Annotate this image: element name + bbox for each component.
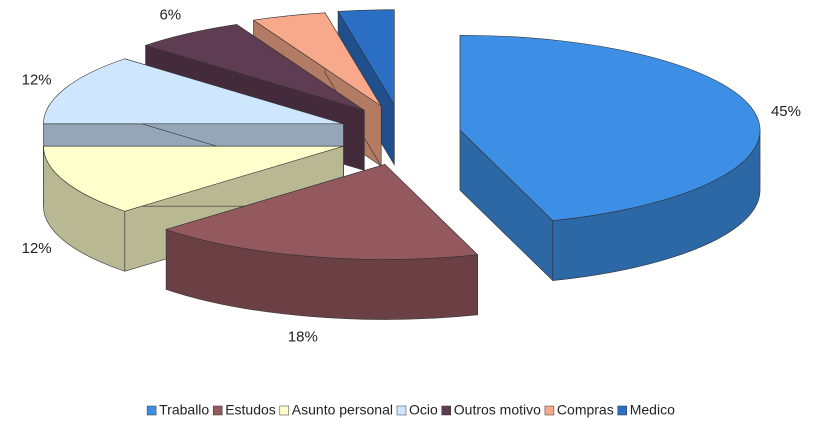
slice-top <box>459 34 761 221</box>
slice-top <box>144 24 365 111</box>
legend-label: Outros motivo <box>454 402 541 418</box>
legend-label: Compras <box>557 402 614 418</box>
legend-label: Estudos <box>225 402 276 418</box>
legend-label: Traballo <box>159 402 209 418</box>
data-label: 18% <box>288 329 318 346</box>
slice-top <box>43 145 344 212</box>
slice-top <box>252 12 382 107</box>
data-label: 4% <box>268 0 290 3</box>
slice-top <box>43 58 344 125</box>
data-label: 45% <box>771 103 801 120</box>
legend-swatch <box>396 405 407 416</box>
legend-swatch <box>441 405 452 416</box>
legend-swatch <box>279 405 290 416</box>
legend-swatch <box>146 405 157 416</box>
legend-label: Asunto personal <box>292 402 393 418</box>
legend-label: Medico <box>630 402 675 418</box>
slice <box>165 163 479 320</box>
data-label: 6% <box>159 7 181 24</box>
legend-swatch <box>212 405 223 416</box>
data-label: 12% <box>22 72 52 89</box>
legend-label: Ocio <box>409 402 438 418</box>
legend-swatch <box>544 405 555 416</box>
legend-swatch <box>617 405 627 416</box>
slice-top <box>337 9 395 106</box>
slice-top <box>165 164 479 260</box>
data-label: 12% <box>22 240 52 257</box>
slice <box>459 34 761 282</box>
